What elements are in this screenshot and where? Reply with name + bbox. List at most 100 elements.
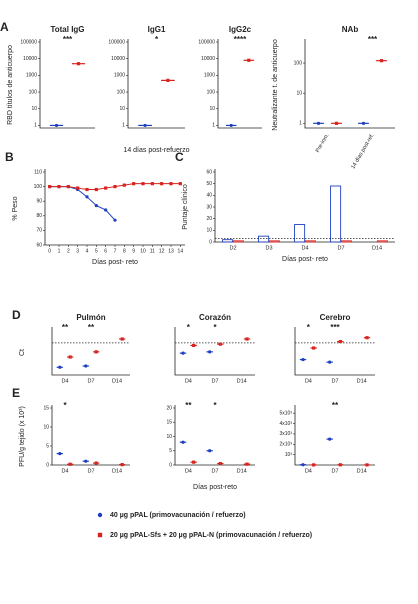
x-tick-label: Pre-inm. — [315, 132, 331, 153]
significance: *** — [368, 35, 378, 44]
mean-point — [68, 355, 72, 359]
x-tick-label: 10 — [140, 248, 146, 254]
axis — [127, 39, 185, 129]
x-tick-label: 11 — [150, 248, 155, 254]
panel-letter: B — [5, 150, 14, 164]
y-tick-label: 5x10³ — [279, 411, 292, 417]
y-tick-label: 10 — [43, 424, 49, 430]
mean-point — [84, 459, 88, 463]
y-tick-label: 100 — [117, 89, 126, 95]
significance: ** — [185, 401, 192, 410]
mean-point — [328, 437, 332, 441]
y-tick-label: 5 — [46, 443, 49, 449]
mean-point — [192, 343, 196, 348]
mean-point — [312, 463, 316, 467]
legend-label: 40 µg pPAL (primovacunación / refuerzo) — [110, 512, 246, 519]
x-tick-label: 4 — [86, 248, 89, 254]
data-point — [94, 203, 98, 208]
panel-title: Total IgG — [50, 25, 84, 34]
data-point — [141, 182, 145, 186]
x-tick-label: 14 días post-ref. — [350, 132, 375, 170]
y-tick-label: 100000 — [108, 39, 125, 45]
axis — [44, 169, 185, 246]
mean-point — [316, 121, 321, 125]
y-axis-label: RBD títulos de anticuerpo — [7, 45, 14, 125]
y-axis-label: PFU/g tejido (x 10³) — [19, 406, 26, 467]
panel-title: Pulmón — [76, 313, 105, 322]
significance: ** — [62, 323, 69, 332]
y-tick-label: 30 — [206, 204, 212, 210]
y-tick-label: 1 — [212, 123, 215, 129]
x-tick-label: D7 — [211, 378, 218, 384]
axis — [39, 39, 95, 129]
x-axis-label: Días post- reto — [92, 259, 138, 266]
x-tick-label: 14 — [178, 248, 184, 254]
mean-point — [208, 449, 212, 453]
bar — [376, 240, 388, 243]
y-tick-label: 1000 — [26, 73, 37, 79]
y-axis-label: Neutralizante t. de anticuerpo — [272, 39, 279, 131]
mean-point — [208, 350, 212, 354]
y-tick-label: 1 — [299, 121, 302, 127]
data-point — [132, 182, 136, 186]
mean-point — [245, 462, 249, 466]
mean-point — [76, 62, 81, 66]
data-point — [104, 208, 108, 212]
x-tick-label: 0 — [48, 248, 51, 254]
x-tick-label: D14 — [237, 378, 247, 384]
x-tick-label: 6 — [104, 248, 107, 254]
x-tick-label: D4 — [61, 468, 68, 474]
significance: * — [213, 401, 217, 410]
data-point — [48, 185, 52, 189]
y-tick-label: 10000 — [23, 56, 37, 62]
y-tick-label: 10 — [31, 106, 37, 112]
mean-point — [334, 121, 339, 125]
y-tick-label: 10000 — [201, 56, 215, 62]
bar — [268, 240, 280, 243]
x-tick-label: D4 — [301, 245, 308, 251]
axis — [294, 405, 375, 466]
x-tick-label: 3 — [76, 248, 79, 254]
mean-point — [120, 463, 124, 467]
x-tick-label: D7 — [87, 378, 94, 384]
x-tick-label: D4 — [61, 378, 68, 384]
data-point — [85, 195, 89, 199]
y-tick-label: 100 — [29, 89, 38, 95]
y-tick-label: 15 — [166, 420, 172, 426]
data-point — [76, 186, 80, 190]
x-tick-label: 13 — [168, 248, 174, 254]
x-tick-label: 5 — [95, 248, 98, 254]
mean-point — [143, 123, 147, 128]
mean-point — [312, 346, 316, 350]
mean-point — [245, 337, 249, 341]
significance: *** — [330, 323, 340, 332]
x-tick-label: D7 — [331, 378, 338, 384]
y-tick-label: 10 — [206, 228, 212, 234]
y-tick-label: 3x10³ — [279, 431, 292, 437]
bar — [222, 239, 234, 243]
x-tick-label: 7 — [114, 248, 117, 254]
x-tick-label: D14 — [372, 245, 382, 251]
x-tick-label: D14 — [112, 468, 122, 474]
x-tick-label: D7 — [337, 245, 344, 251]
mean-point — [218, 461, 222, 466]
mean-point — [361, 121, 366, 125]
y-tick-label: 70 — [36, 228, 42, 234]
axis — [51, 405, 130, 466]
panel-letter: E — [12, 386, 20, 400]
mean-point — [192, 460, 196, 464]
mean-point — [94, 461, 98, 465]
mean-point — [54, 123, 59, 128]
x-tick-label: D4 — [185, 378, 192, 384]
y-tick-label: 100 — [294, 60, 303, 66]
y-tick-label: 10 — [296, 91, 302, 97]
mean-point — [301, 463, 305, 467]
panel-letter: A — [0, 20, 9, 34]
y-axis-label: Ct — [19, 349, 26, 356]
panel-letter: D — [12, 308, 21, 322]
bar — [340, 240, 352, 243]
x-tick-label: D14 — [112, 378, 122, 384]
y-tick-label: 10 — [209, 106, 215, 112]
x-tick-label: 2 — [67, 248, 70, 254]
data-point — [94, 187, 98, 192]
